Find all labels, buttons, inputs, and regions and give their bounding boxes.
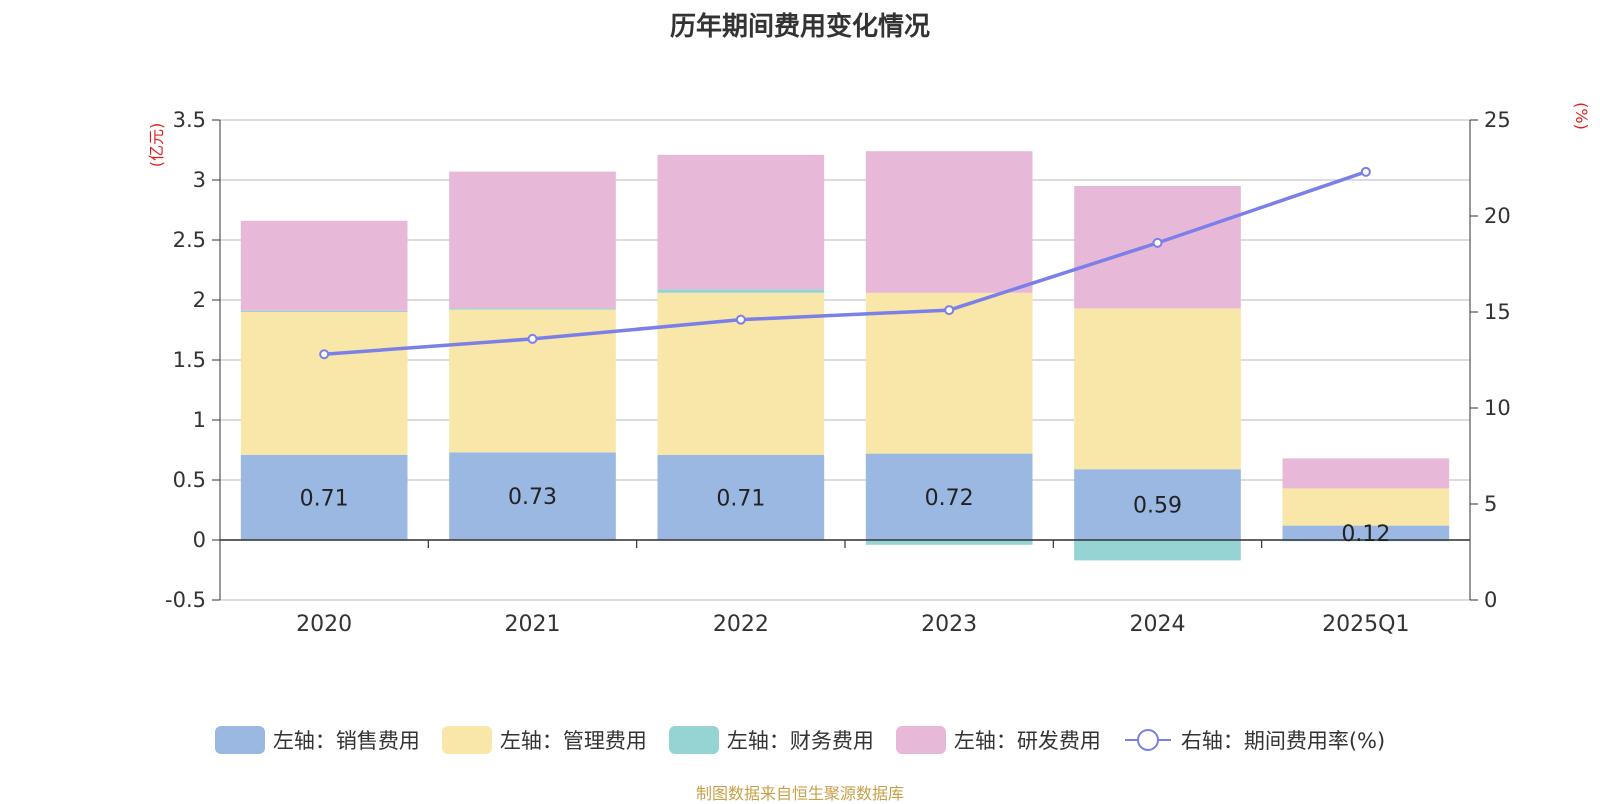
left-tick-label: 2: [193, 288, 206, 312]
legend-item[interactable]: 左轴：研发费用: [895, 725, 1101, 755]
legend-swatch: [214, 726, 265, 754]
bar-segment: [657, 289, 825, 293]
bar-segment: [657, 154, 825, 290]
left-tick-label: 0: [193, 528, 206, 552]
legend-label: 左轴：财务费用: [726, 729, 874, 753]
category-label: 2021: [505, 612, 561, 637]
bar-segment: [240, 312, 408, 455]
right-axis-unit: (%): [1572, 102, 1591, 130]
bar-segment: [449, 452, 616, 540]
bar-segment: [657, 454, 825, 540]
category-label: 2025Q1: [1322, 612, 1409, 637]
category-label: 2023: [921, 612, 977, 637]
rate-point: [527, 333, 538, 344]
legend-label: 左轴：研发费用: [953, 729, 1101, 753]
left-tick-label: 1.5: [173, 348, 206, 372]
legend-item[interactable]: 左轴：管理费用: [441, 725, 647, 755]
legend-item[interactable]: 左轴：财务费用: [668, 725, 874, 755]
bar-segment: [449, 309, 616, 453]
legend-swatch: [895, 726, 946, 754]
right-tick-label: 5: [1484, 492, 1497, 516]
legend: 左轴：销售费用 左轴：管理费用 左轴：财务费用 左轴：研发费用 右轴：期间费用率(%): [0, 720, 1600, 760]
bar-segment: [1074, 540, 1241, 561]
left-axis-unit: (亿元): [147, 123, 166, 168]
bar-segment: [1282, 488, 1450, 526]
bar-segment: [240, 310, 408, 312]
bar-segment: [240, 454, 408, 540]
legend-item[interactable]: 右轴：期间费用率(%): [1123, 725, 1385, 755]
left-tick-label: 1: [193, 408, 206, 432]
category-label: 2022: [713, 612, 769, 637]
bar-data-label: 0.59: [1133, 494, 1182, 519]
bar-segment: [449, 308, 616, 310]
bar-segment: [865, 151, 1033, 293]
bar-segment: [1282, 458, 1450, 489]
legend-swatch: [1124, 729, 1171, 751]
bar-segment: [865, 540, 1033, 545]
rate-point: [1152, 237, 1163, 248]
right-tick-label: 0: [1484, 588, 1497, 612]
legend-swatch: [668, 726, 719, 754]
legend-item[interactable]: 左轴：销售费用: [214, 725, 420, 755]
legend-label: 左轴：销售费用: [272, 729, 420, 753]
right-tick-label: 10: [1484, 396, 1511, 420]
bar-data-label: 0.71: [716, 486, 765, 511]
bar-segment: [1074, 308, 1241, 470]
left-tick-label: 3: [193, 168, 206, 192]
right-tick-label: 15: [1484, 300, 1511, 324]
legend-label: 右轴：期间费用率(%): [1180, 729, 1386, 753]
bar-segment: [865, 292, 1033, 454]
chart-svg: -0.5 0 0.5 1 1.5 2 2.5 3 3.5 0 5 10 15 20 25 (亿元) (%) 0.7…: [147, 102, 1591, 637]
bar-data-label: 0.12: [1341, 522, 1390, 547]
category-label: 2024: [1130, 612, 1186, 637]
rate-point: [319, 349, 330, 360]
left-tick-label: 3.5: [173, 108, 206, 132]
bar-segment: [1074, 469, 1241, 540]
bar-data-label: 0.71: [300, 486, 349, 511]
bar-data-label: 0.72: [925, 486, 974, 511]
legend-swatch: [441, 726, 492, 754]
rate-point: [944, 305, 955, 316]
left-tick-label: -0.5: [165, 588, 206, 612]
left-tick-label: 0.5: [173, 468, 206, 492]
bar-segment: [1282, 525, 1450, 540]
bar-segment: [865, 453, 1033, 540]
category-label: 2020: [296, 612, 352, 637]
source-note: 制图数据来自恒生聚源数据库: [695, 784, 904, 803]
left-tick-label: 2.5: [173, 228, 206, 252]
chart-title: 历年期间费用变化情况: [669, 12, 930, 42]
right-tick-label: 20: [1484, 204, 1511, 228]
legend-label: 左轴：管理费用: [499, 729, 647, 753]
bar-data-label: 0.73: [508, 485, 557, 510]
rate-line: [324, 170, 1367, 356]
rate-point: [735, 314, 746, 325]
bar-segment: [449, 171, 616, 309]
bar-segment: [240, 220, 408, 311]
rate-point: [1360, 166, 1371, 177]
right-tick-label: 25: [1484, 108, 1511, 132]
